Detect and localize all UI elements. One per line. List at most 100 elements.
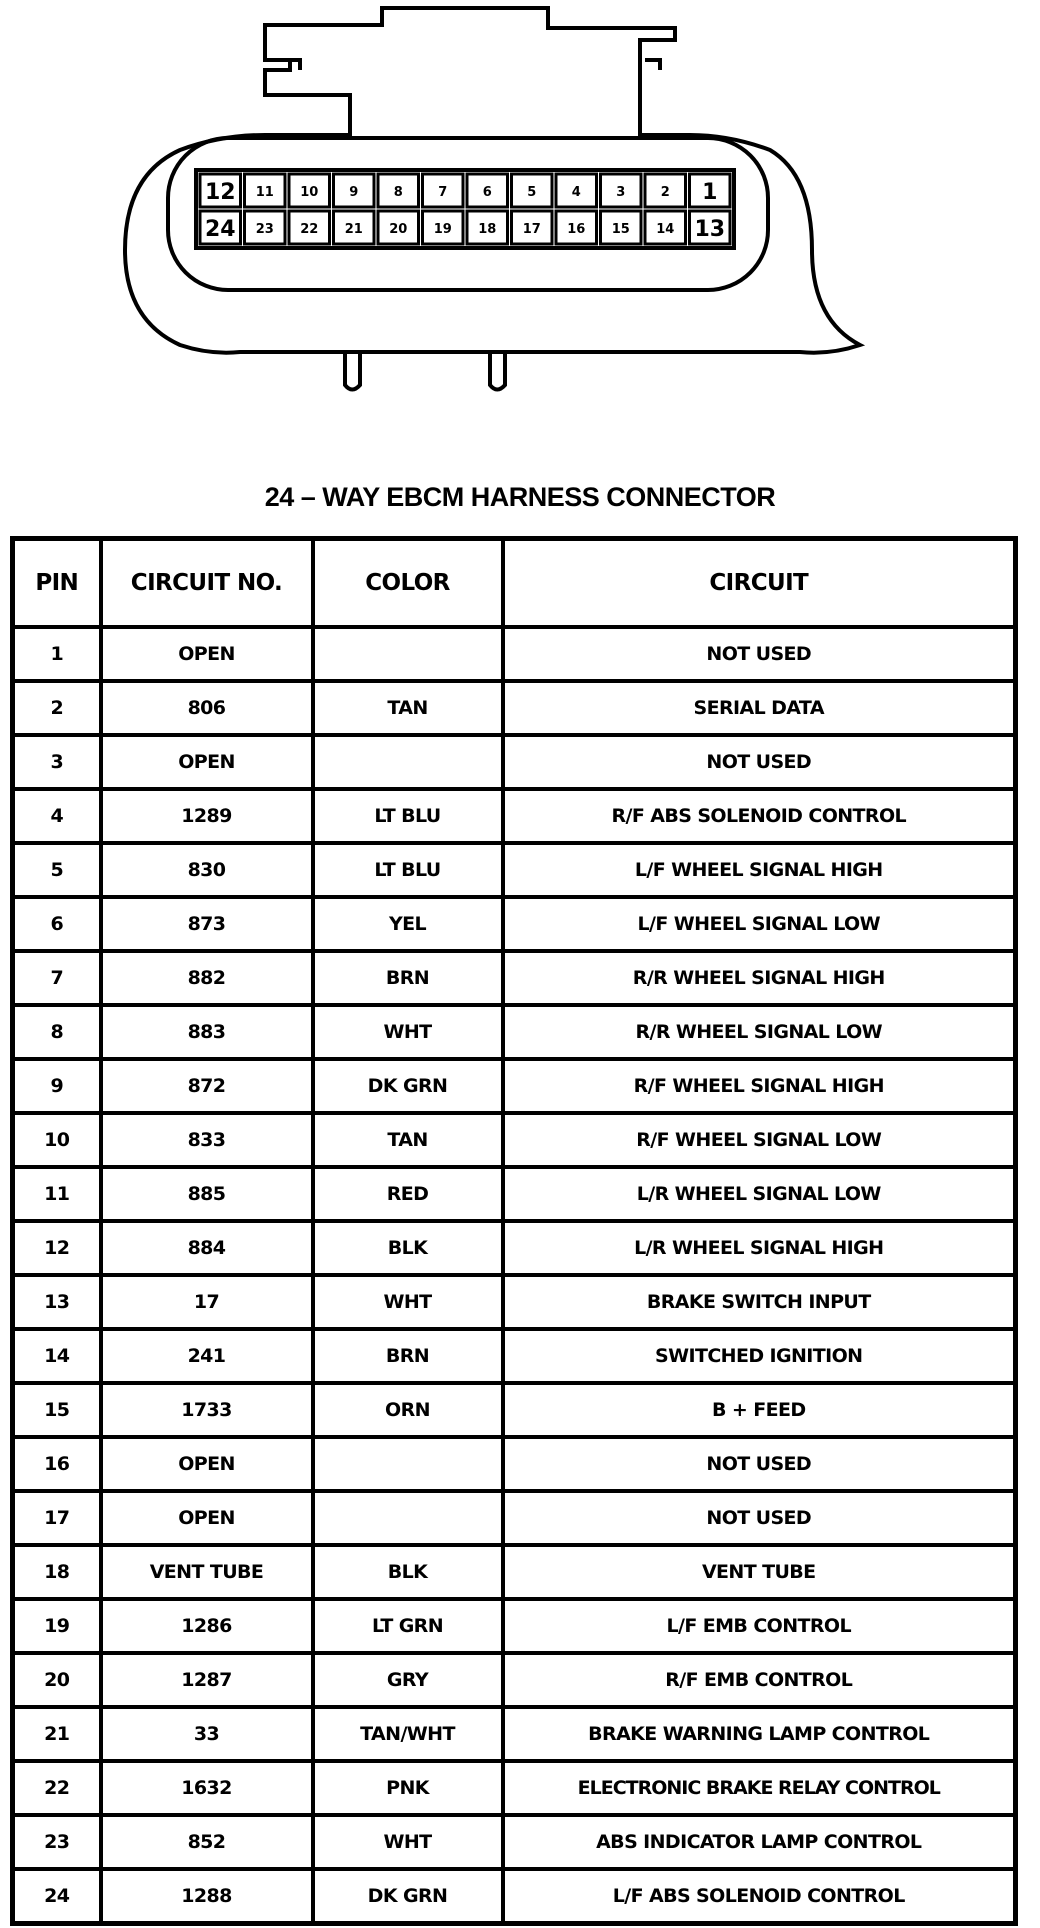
cell-circuit-no: 1288: [98, 1867, 315, 1926]
cell-pin: 19: [10, 1597, 103, 1655]
cell-color: WHT: [310, 1813, 505, 1871]
table-header-row: PIN CIRCUIT NO. COLOR CIRCUIT: [10, 536, 1018, 629]
cell-pin: 20: [10, 1651, 103, 1709]
table-row: 11 885 RED L/R WHEEL SIGNAL LOW: [10, 1165, 1018, 1223]
cell-color: TAN: [310, 1111, 505, 1169]
cell-circuit-no: 873: [98, 895, 315, 953]
cell-circuit-no: 241: [98, 1327, 315, 1385]
table-row: 16 OPEN NOT USED: [10, 1435, 1018, 1493]
cell-circuit: B + FEED: [500, 1381, 1018, 1439]
cell-circuit-no: 1286: [98, 1597, 315, 1655]
pin-cell: [376, 172, 420, 209]
cell-circuit: L/F WHEEL SIGNAL LOW: [500, 895, 1018, 953]
cell-circuit: NOT USED: [500, 625, 1018, 683]
cell-circuit-no: 17: [98, 1273, 315, 1331]
cell-circuit: SWITCHED IGNITION: [500, 1327, 1018, 1385]
cell-circuit: L/F EMB CONTROL: [500, 1597, 1018, 1655]
cell-color: BRN: [310, 949, 505, 1007]
cell-circuit-no: 833: [98, 1111, 315, 1169]
cell-circuit-no: 830: [98, 841, 315, 899]
cell-circuit: NOT USED: [500, 1489, 1018, 1547]
pin-label: 12: [205, 180, 236, 205]
cell-color: WHT: [310, 1273, 505, 1331]
pin-label: 24: [205, 217, 236, 242]
table-row: 18 VENT TUBE BLK VENT TUBE: [10, 1543, 1018, 1601]
table-row: 5 830 LT BLU L/F WHEEL SIGNAL HIGH: [10, 841, 1018, 899]
cell-circuit-no: VENT TUBE: [98, 1543, 315, 1601]
cell-circuit-no: 882: [98, 949, 315, 1007]
cell-circuit-no: 1287: [98, 1651, 315, 1709]
pin-cell: [198, 172, 242, 209]
cell-color: BRN: [310, 1327, 505, 1385]
cell-circuit-no: OPEN: [98, 733, 315, 791]
pin-cell: [554, 172, 598, 209]
pin-label: 19: [434, 222, 452, 237]
cell-color: [310, 1435, 505, 1493]
cell-color: BLK: [310, 1543, 505, 1601]
cell-circuit: NOT USED: [500, 1435, 1018, 1493]
cell-color: PNK: [310, 1759, 505, 1817]
connector-title: 24 – WAY EBCM HARNESS CONNECTOR: [264, 482, 776, 512]
cell-color: [310, 733, 505, 791]
cell-pin: 22: [10, 1759, 103, 1817]
pin-label: 5: [527, 185, 536, 200]
table-row: 17 OPEN NOT USED: [10, 1489, 1018, 1547]
connector-diagram: 12 11 10 9 8 7 6 5 4 3 2 124 23 22 21 20 19 18 17 16 15 14 13: [122, 6, 866, 392]
table-row: 19 1286 LT GRN L/F EMB CONTROL: [10, 1597, 1018, 1655]
table-row: 12 884 BLK L/R WHEEL SIGNAL HIGH: [10, 1219, 1018, 1277]
cell-circuit: R/F WHEEL SIGNAL HIGH: [500, 1057, 1018, 1115]
table-row: 3 OPEN NOT USED: [10, 733, 1018, 791]
pin-label: 10: [300, 185, 318, 200]
cell-pin: 21: [10, 1705, 103, 1763]
cell-circuit: L/R WHEEL SIGNAL LOW: [500, 1165, 1018, 1223]
table-row: 23 852 WHT ABS INDICATOR LAMP CONTROL: [10, 1813, 1018, 1871]
cell-circuit: VENT TUBE: [500, 1543, 1018, 1601]
cell-circuit: L/R WHEEL SIGNAL HIGH: [500, 1219, 1018, 1277]
cell-pin: 14: [10, 1327, 103, 1385]
table-row: 21 33 TAN/WHT BRAKE WARNING LAMP CONTROL: [10, 1705, 1018, 1763]
cell-circuit: R/R WHEEL SIGNAL LOW: [500, 1003, 1018, 1061]
cell-pin: 24: [10, 1867, 103, 1926]
cell-color: TAN/WHT: [310, 1705, 505, 1763]
table-row: 20 1287 GRY R/F EMB CONTROL: [10, 1651, 1018, 1709]
pin-label: 20: [389, 222, 407, 237]
pin-label: 9: [349, 185, 358, 200]
pin-label: 23: [256, 222, 274, 237]
cell-circuit: NOT USED: [500, 733, 1018, 791]
table-row: 1 OPEN NOT USED: [10, 625, 1018, 683]
cell-circuit: SERIAL DATA: [500, 679, 1018, 737]
table-row: 22 1632 PNK ELECTRONIC BRAKE RELAY CONTROL: [10, 1759, 1018, 1817]
cell-pin: 10: [10, 1111, 103, 1169]
cell-circuit-no: 33: [98, 1705, 315, 1763]
cell-circuit: R/R WHEEL SIGNAL HIGH: [500, 949, 1018, 1007]
pin-cell: [599, 209, 643, 246]
cell-pin: 5: [10, 841, 103, 899]
pin-label: 15: [612, 222, 630, 237]
cell-color: DK GRN: [310, 1057, 505, 1115]
cell-circuit: BRAKE SWITCH INPUT: [500, 1273, 1018, 1331]
pin-cell: [332, 172, 376, 209]
cell-color: LT BLU: [310, 787, 505, 845]
pin-cell: [643, 209, 687, 246]
cell-circuit-no: 872: [98, 1057, 315, 1115]
pin-cell: [599, 172, 643, 209]
cell-circuit: ELECTRONIC BRAKE RELAY CONTROL: [500, 1759, 1018, 1817]
pin-label: 17: [523, 222, 541, 237]
cell-color: GRY: [310, 1651, 505, 1709]
pin-cell: [465, 172, 509, 209]
pin-label: 11: [256, 185, 274, 200]
cell-circuit: R/F EMB CONTROL: [500, 1651, 1018, 1709]
cell-circuit: R/F WHEEL SIGNAL LOW: [500, 1111, 1018, 1169]
header-color: COLOR: [310, 536, 505, 629]
header-circuit-no: CIRCUIT NO.: [98, 536, 315, 629]
pinout-table: PIN CIRCUIT NO. COLOR CIRCUIT 1 OPEN NOT U…: [10, 536, 1018, 1926]
pin-cell: [287, 209, 331, 246]
table-row: 13 17 WHT BRAKE SWITCH INPUT: [10, 1273, 1018, 1331]
header-circuit: CIRCUIT: [500, 536, 1018, 629]
pin-label: 7: [438, 185, 447, 200]
pin-label: 1: [702, 180, 717, 205]
cell-circuit-no: 884: [98, 1219, 315, 1277]
pin-label: 22: [300, 222, 318, 237]
pin-cell: [287, 172, 331, 209]
pin-cell: [243, 172, 287, 209]
